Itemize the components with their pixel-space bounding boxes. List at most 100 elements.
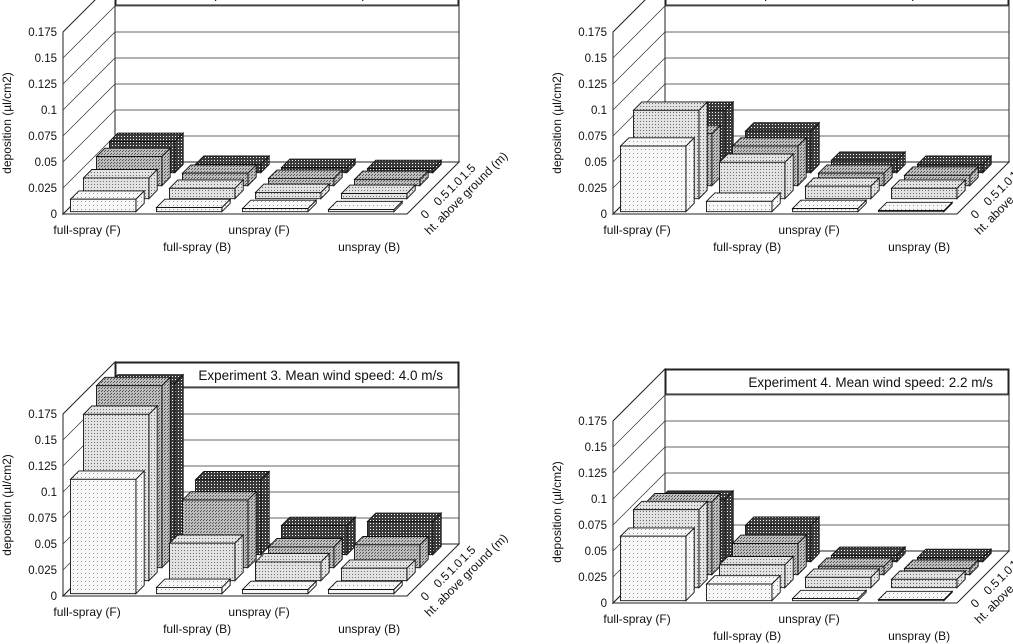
bar-full-spray-f-ht-0 — [619, 526, 696, 602]
category-label-full-spray-f: full-spray (F) — [603, 223, 670, 237]
chart-title: Experiment 4. Mean wind speed: 2.2 m/s — [748, 375, 993, 390]
bar-side — [698, 100, 708, 200]
bar-side — [247, 490, 257, 569]
bar-front — [620, 535, 687, 602]
category-label-full-spray-b: full-spray (B) — [713, 629, 781, 643]
y-tick-label: 0.075 — [28, 513, 57, 525]
bar-unspray-b-ht-0-5 — [340, 184, 417, 200]
chart-title: Experiment 2. Mean wind speed: 3.5 m/s — [748, 0, 993, 1]
bar-top — [804, 177, 881, 187]
category-label-full-spray-f: full-spray (F) — [53, 223, 120, 237]
bar-top — [705, 575, 782, 585]
bar-top — [916, 155, 993, 165]
bar-full-spray-b-ht-0 — [705, 191, 782, 213]
gridline-0-05 — [62, 109, 459, 163]
bar-top — [877, 201, 954, 212]
y-tick-label: 0.15 — [35, 53, 57, 65]
bar-top — [731, 137, 808, 147]
bar-top — [817, 164, 894, 174]
gridline-0-15 — [62, 5, 459, 59]
bar-top — [632, 500, 709, 511]
bar-full-spray-b-ht-0 — [155, 198, 232, 213]
bar-full-spray-f-ht-0 — [69, 469, 146, 595]
bar-top — [791, 199, 868, 209]
y-tick-label: 0.025 — [28, 183, 57, 195]
bar-top — [267, 538, 344, 548]
category-label-unspray-f: unspray (F) — [228, 223, 289, 237]
y-axis-label: deposition (µl/cm2) — [550, 72, 564, 174]
bar-top — [916, 548, 993, 558]
y-tick-label: 0.175 — [578, 416, 607, 428]
y-tick-label: 0.075 — [578, 520, 607, 532]
bar-front — [341, 193, 408, 200]
bar-front — [255, 191, 322, 200]
chart-panel-experiment-3: 0 0.025 0.05 0.075 0.1 0.125 0.15 0.175 depositi… — [0, 360, 511, 636]
y-tick-label: 0 — [601, 598, 607, 610]
y-tick-label: 0.075 — [28, 131, 57, 143]
bar-top — [903, 559, 980, 569]
bar-top — [632, 101, 709, 111]
chart-panel-experiment-2: 0 0.025 0.05 0.075 0.1 0.125 0.15 0.175 depositi… — [550, 0, 1013, 254]
bar-side — [135, 469, 145, 595]
bar-front — [891, 578, 958, 589]
bar-side — [161, 376, 171, 569]
y-tick-label: 0.15 — [585, 53, 607, 65]
bar-top — [890, 570, 967, 580]
bar-front — [341, 567, 408, 582]
category-label-full-spray-b: full-spray (B) — [163, 240, 231, 254]
bar-unspray-f-ht-0 — [241, 580, 318, 595]
bar-unspray-f-ht-0-5 — [804, 567, 881, 589]
bar-top — [327, 580, 404, 590]
y-tick-label: 0.05 — [585, 546, 607, 558]
y-tick-label: 0 — [51, 591, 57, 603]
bar-unspray-b-ht-1-0 — [353, 170, 430, 187]
bar-side — [174, 373, 184, 556]
bar-front — [805, 576, 872, 589]
bar-top — [340, 559, 417, 569]
bar-top — [69, 470, 146, 480]
bar-front — [878, 210, 945, 213]
y-tick-label: 0 — [601, 209, 607, 221]
category-label-full-spray-b: full-spray (B) — [163, 622, 231, 636]
bar-top — [645, 493, 722, 503]
bar-unspray-b-ht-0-5 — [340, 558, 417, 582]
y-tick-label: 0.125 — [28, 79, 57, 91]
bar-unspray-b-ht-0 — [877, 201, 954, 213]
y-axis-label: deposition (µl/cm2) — [550, 461, 564, 563]
bar-side — [698, 500, 708, 589]
bar-top — [903, 166, 980, 176]
depth-tick-label: 1.5 — [1007, 550, 1013, 572]
y-tick-label: 0.125 — [28, 461, 57, 473]
bar-top — [804, 568, 881, 578]
bar-top — [718, 556, 795, 566]
depth-tick-label: 1.5 — [1007, 161, 1013, 183]
bar-top — [791, 589, 868, 600]
bar-side — [724, 489, 734, 563]
bar-unspray-f-ht-1-0 — [267, 169, 344, 187]
bar-top — [731, 534, 808, 544]
bar-top — [877, 590, 954, 601]
bar-unspray-f-ht-0 — [241, 199, 318, 213]
bar-top — [82, 405, 159, 415]
bar-front — [328, 209, 395, 213]
bar-top — [168, 179, 245, 189]
bar-front — [169, 542, 236, 582]
bar-side — [260, 470, 270, 556]
bar-front — [792, 208, 859, 213]
bar-unspray-f-ht-1-5 — [280, 158, 357, 174]
chart-panel-experiment-1: 0 0.025 0.05 0.075 0.1 0.125 0.15 0.175 depositi… — [0, 0, 511, 254]
bar-unspray-f-ht-0 — [791, 199, 868, 213]
bar-front — [156, 586, 223, 595]
gridline-0-15 — [612, 5, 1009, 59]
bar-top — [95, 147, 172, 157]
bar-full-spray-b-ht-0-5 — [168, 178, 245, 200]
y-tick-label: 0.1 — [41, 487, 57, 499]
chart-title-box — [665, 0, 1009, 6]
bar-top — [619, 137, 696, 147]
bar-unspray-b-ht-0 — [327, 580, 404, 595]
y-tick-label: 0.175 — [28, 409, 57, 421]
bar-front — [242, 208, 309, 213]
bar-side — [148, 404, 158, 582]
bar-top — [619, 527, 696, 537]
bar-front — [70, 478, 137, 595]
